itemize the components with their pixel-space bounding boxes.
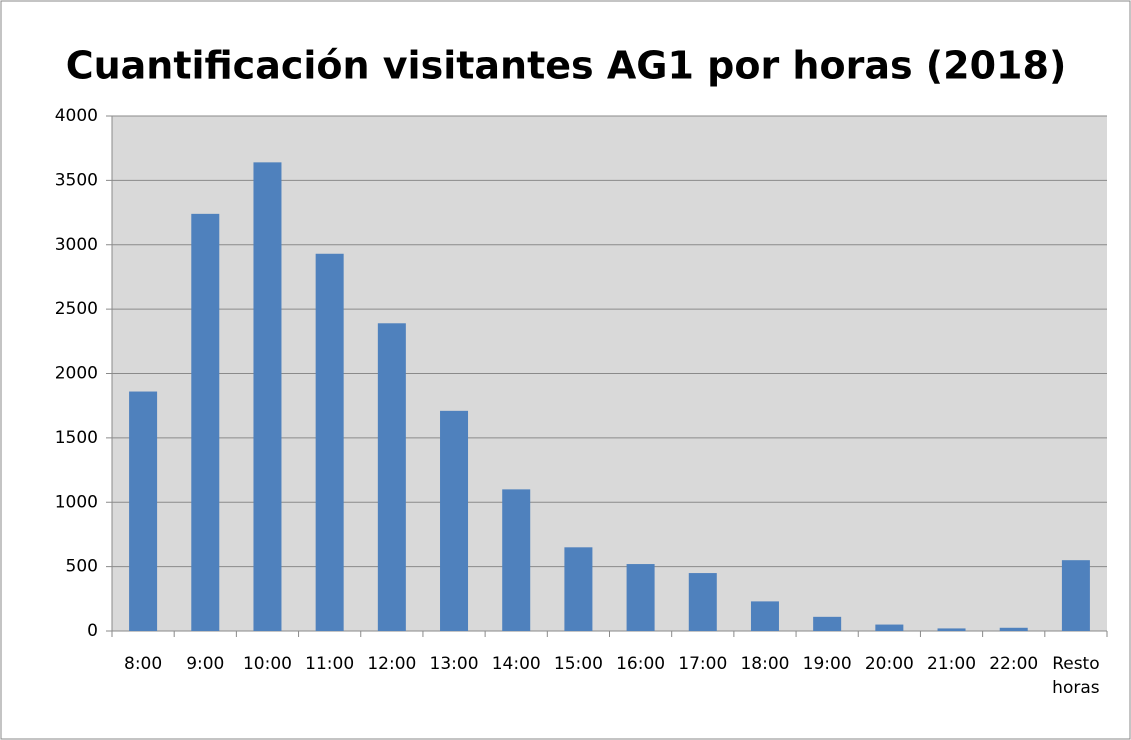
x-tick-label: 18:00 xyxy=(740,654,790,674)
bar xyxy=(813,616,842,631)
bar xyxy=(688,573,717,631)
y-tick-label: 3500 xyxy=(55,170,98,190)
bar xyxy=(999,627,1028,631)
x-tick-label: 14:00 xyxy=(491,654,541,674)
x-tick-label: 20:00 xyxy=(864,654,914,674)
bar xyxy=(626,564,655,631)
x-tick-label: 10:00 xyxy=(242,654,292,674)
x-tick-label: 15:00 xyxy=(553,654,603,674)
x-tick-label: 12:00 xyxy=(367,654,417,674)
x-tick-label: 21:00 xyxy=(927,654,977,674)
x-tick-label: 9:00 xyxy=(186,654,225,674)
y-tick-label: 2000 xyxy=(55,364,98,384)
bar xyxy=(564,547,593,631)
y-tick-label: 0 xyxy=(87,621,98,641)
bar xyxy=(129,391,158,631)
bar xyxy=(937,628,966,631)
y-tick-label: 500 xyxy=(66,557,98,577)
x-tick-label: 22:00 xyxy=(989,654,1039,674)
y-tick-label: 2500 xyxy=(55,299,98,319)
x-tick-label: 19:00 xyxy=(802,654,852,674)
x-tick-label: 17:00 xyxy=(678,654,728,674)
y-tick-label: 3000 xyxy=(55,235,98,255)
x-tick-label: 8:00 xyxy=(124,654,163,674)
x-tick-label: Resto horas xyxy=(1052,654,1100,698)
bar xyxy=(315,253,344,631)
x-tick-label: 16:00 xyxy=(616,654,666,674)
x-tick-label: 11:00 xyxy=(305,654,355,674)
bar xyxy=(502,489,531,631)
y-tick-label: 4000 xyxy=(55,106,98,126)
y-tick-label: 1000 xyxy=(55,492,98,512)
bar xyxy=(377,323,406,631)
bar xyxy=(253,162,282,631)
x-tick-label: 13:00 xyxy=(429,654,479,674)
bar xyxy=(1061,560,1090,631)
bar xyxy=(750,601,779,631)
y-tick-label: 1500 xyxy=(55,428,98,448)
bar xyxy=(191,213,220,631)
bar xyxy=(875,624,904,631)
chart-title: Cuantificación visitantes AG1 por horas … xyxy=(66,44,1067,88)
bar xyxy=(440,410,469,631)
